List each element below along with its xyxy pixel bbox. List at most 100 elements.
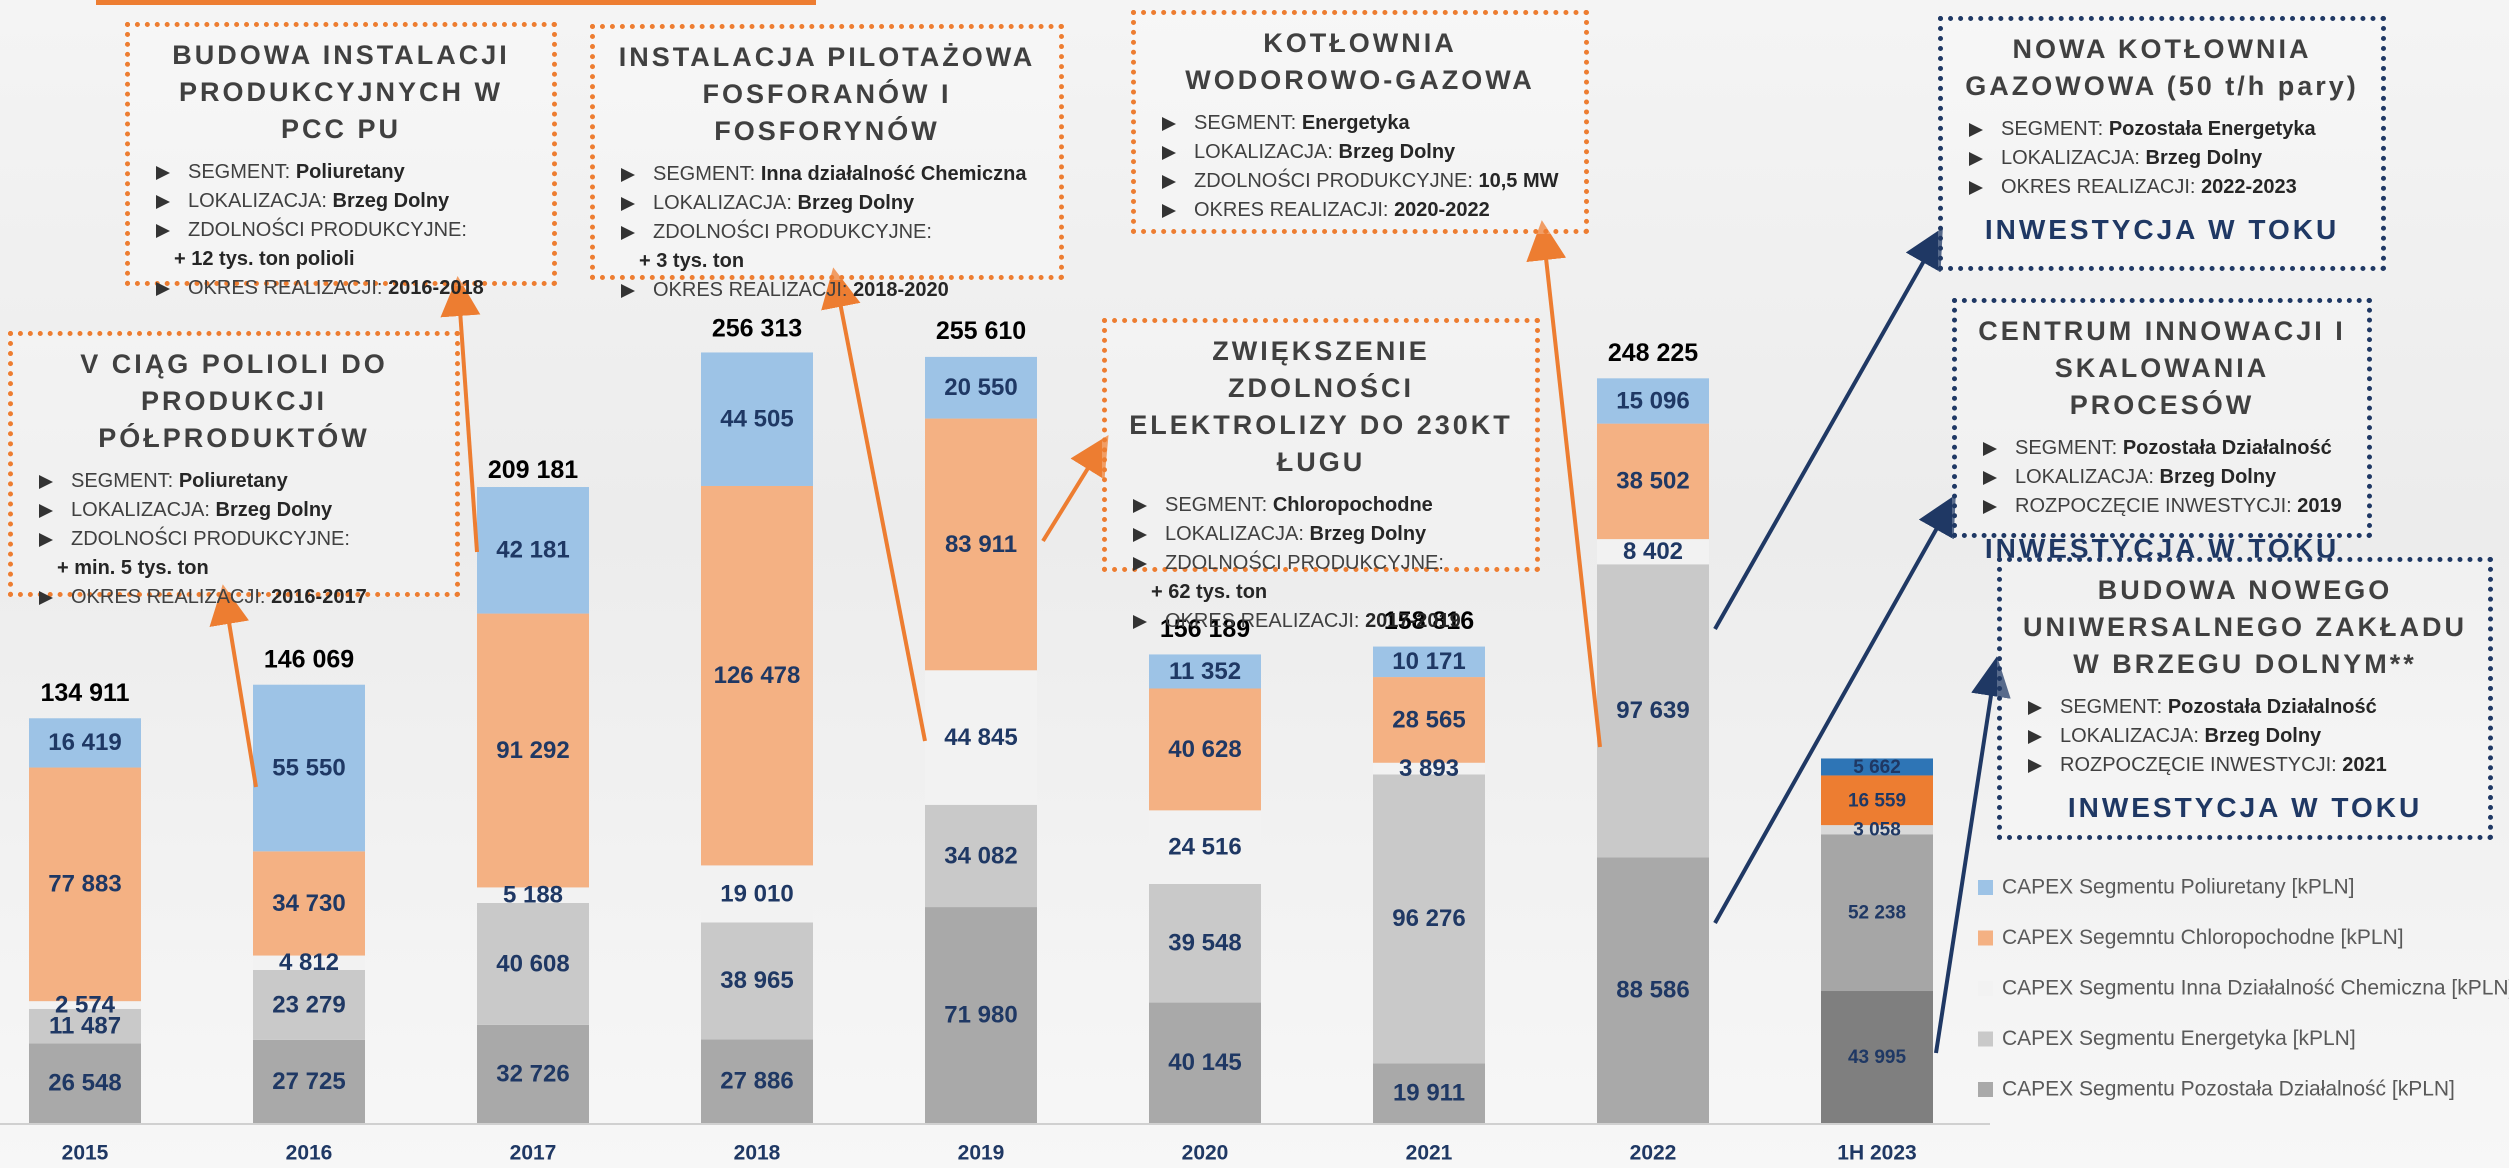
bar-segment	[701, 922, 813, 1040]
item-label: SEGMENT:	[188, 161, 291, 183]
item-value: 10,5 MW	[1478, 170, 1559, 192]
item-label: LOKALIZACJA:	[2015, 466, 2154, 488]
item-value: Brzeg Dolny	[1338, 141, 1456, 163]
annotation-item: ROZPOCZĘCIE INWESTYCJI: 2021	[2024, 751, 2470, 780]
bar-segment	[925, 418, 1037, 671]
bar-segment	[925, 356, 1037, 419]
item-value: 2022-2023	[2201, 176, 2297, 198]
item-value: Pozostała Energetyka	[2108, 118, 2316, 140]
bar-segment	[1373, 774, 1485, 1064]
value-label: 52 238	[1848, 903, 1906, 924]
item-value: 2016-2017	[271, 586, 367, 608]
value-label: 20 550	[944, 374, 1017, 401]
total-label: 256 313	[712, 315, 802, 343]
item-label: LOKALIZACJA:	[1194, 141, 1333, 163]
item-value: Brzeg Dolny	[2204, 725, 2322, 747]
annotation-item: OKRES REALIZACJI: 2020-2022	[1158, 196, 1566, 225]
bar-segment	[925, 907, 1037, 1123]
annotation-item: LOKALIZACJA: Brzeg Dolny	[617, 189, 1041, 218]
item-label: LOKALIZACJA:	[188, 190, 327, 212]
annotation-item: LOKALIZACJA: Brzeg Dolny	[2024, 722, 2470, 751]
value-label: 8 402	[1623, 538, 1683, 565]
annotation-title: KOTŁOWNIA WODOROWO-GAZOWA	[1185, 28, 1535, 95]
item-value: Chloropochodne	[1272, 494, 1433, 516]
bar-segment	[477, 1024, 589, 1123]
item-value: 2016-2018	[388, 277, 484, 299]
total-label: 134 911	[41, 679, 130, 707]
annotation-title: BUDOWA INSTALACJI PRODUKCYJNYCH W PCC PU	[172, 40, 510, 144]
x-tick-label: 2015	[62, 1142, 109, 1165]
value-label: 83 911	[945, 531, 1017, 558]
bar-segment	[1149, 810, 1261, 884]
item-value: Brzeg Dolny	[797, 192, 915, 214]
bar-segment	[1373, 762, 1485, 775]
value-label: 16 419	[48, 729, 121, 756]
item-label: ZDOLNOŚCI PRODUKCYJNE:	[653, 221, 932, 243]
legend-label: CAPEX Segmentu Inna Działalność Chemiczn…	[2002, 977, 2509, 1000]
legend-label: CAPEX Segemntu Chloropochodne [kPLN]	[2002, 926, 2404, 949]
legend-label: CAPEX Segmentu Poliuretany [kPLN]	[2002, 876, 2355, 899]
value-label: 11 352	[1169, 658, 1241, 685]
item-value: 2021	[2342, 754, 2387, 776]
annotation-list: SEGMENT: Chloropochodne LOKALIZACJA: Brze…	[1125, 491, 1517, 636]
bar-segment	[477, 487, 589, 614]
bar-segment	[1821, 991, 1933, 1123]
item-value: 2017-2019	[1365, 610, 1461, 632]
connector	[1041, 434, 1109, 543]
value-label: 23 279	[272, 991, 345, 1018]
annotation-box: INSTALACJA PILOTAŻOWA FOSFORANÓW I FOSFO…	[590, 24, 1064, 301]
bar-segment	[29, 718, 141, 768]
bar-segment	[477, 613, 589, 888]
annotation-list: SEGMENT: Poliuretany LOKALIZACJA: Brzeg D…	[31, 467, 437, 612]
value-label: 11 487	[49, 1012, 121, 1039]
item-value: Poliuretany	[178, 470, 288, 492]
bar-segment	[253, 969, 365, 1040]
bar-segment	[29, 1001, 141, 1009]
item-label: SEGMENT:	[653, 163, 756, 185]
bar-segment	[1149, 654, 1261, 689]
x-tick-label: 2016	[286, 1142, 333, 1165]
bar-segment	[1597, 378, 1709, 424]
item-label: ZDOLNOŚCI PRODUKCYJNE:	[188, 219, 467, 241]
bar-segment	[1821, 758, 1933, 776]
bar-segment	[925, 804, 1037, 908]
annotation-list: SEGMENT: Inna działalność Chemiczna LOKAL…	[613, 160, 1041, 305]
value-label: 71 980	[944, 1001, 1017, 1028]
annotation-item: LOKALIZACJA: Brzeg Dolny	[1979, 463, 2349, 492]
annotation-item: LOKALIZACJA: Brzeg Dolny	[1158, 138, 1566, 167]
item-label: OKRES REALIZACJI:	[2001, 176, 2196, 198]
item-value: 2019	[2297, 495, 2342, 517]
item-value: Brzeg Dolny	[2159, 466, 2277, 488]
bar-segment	[1821, 775, 1933, 826]
item-label: SEGMENT:	[2015, 437, 2118, 459]
annotation-list: SEGMENT: Poliuretany LOKALIZACJA: Brzeg D…	[148, 158, 534, 303]
annotation-title: NOWA KOTŁOWNIA GAZOWOWA (50 t/h pary)	[1965, 34, 2359, 101]
legend-swatch	[1978, 1031, 1993, 1047]
item-label: LOKALIZACJA:	[2060, 725, 2199, 747]
annotation-list: SEGMENT: Pozostała Działalność LOKALIZACJ…	[2020, 693, 2470, 780]
item-label: ROZPOCZĘCIE INWESTYCJI:	[2060, 754, 2337, 776]
annotation-box: V CIĄG POLIOLI DO PRODUKCJI PÓŁPRODUKTÓW…	[8, 331, 460, 608]
bar-segment	[253, 1039, 365, 1123]
bar-segment	[477, 887, 589, 903]
annotation-item: OKRES REALIZACJI: 2016-2018	[152, 274, 534, 303]
item-label: OKRES REALIZACJI:	[71, 586, 266, 608]
item-label: SEGMENT:	[1165, 494, 1268, 516]
value-label: 3 058	[1853, 820, 1901, 841]
value-label: 42 181	[496, 537, 569, 564]
value-label: 34 730	[272, 890, 345, 917]
bar-segment	[1597, 539, 1709, 565]
bar-segment	[1821, 834, 1933, 992]
connector	[440, 276, 481, 553]
item-label: SEGMENT:	[71, 470, 174, 492]
x-tick-label: 2020	[1182, 1142, 1229, 1165]
annotation-item: LOKALIZACJA: Brzeg Dolny	[1965, 144, 2363, 173]
annotation-list: SEGMENT: Energetyka LOKALIZACJA: Brzeg Do…	[1154, 109, 1566, 225]
item-label: ROZPOCZĘCIE INWESTYCJI:	[2015, 495, 2292, 517]
bar-segment	[1597, 564, 1709, 858]
annotation-title: INSTALACJA PILOTAŻOWA FOSFORANÓW I FOSFO…	[618, 42, 1036, 146]
annotation-status: INWESTYCJA W TOKU	[2067, 792, 2423, 823]
item-label: OKRES REALIZACJI:	[1165, 610, 1360, 632]
value-label: 19 010	[720, 880, 793, 907]
